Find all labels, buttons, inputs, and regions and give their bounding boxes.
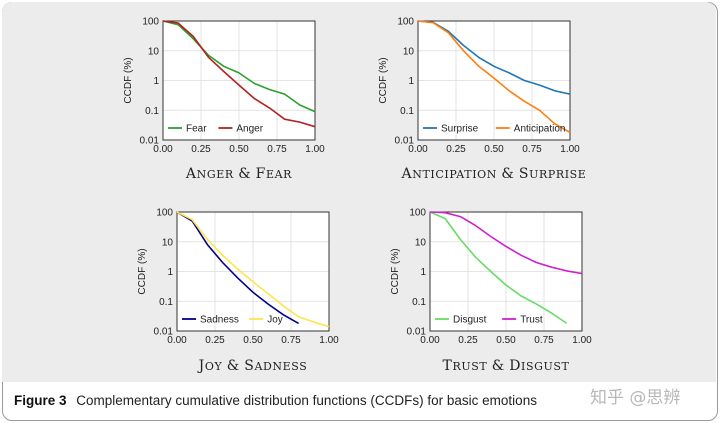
y-tick-label: 10 xyxy=(162,237,174,248)
legend-label-anger: Anger xyxy=(236,124,263,135)
x-tick-label: 0.00 xyxy=(167,335,187,346)
plot-frame xyxy=(429,211,583,332)
plot-frame xyxy=(162,20,316,141)
x-tick-label: 0.75 xyxy=(534,335,554,346)
x-tick-label: 0.75 xyxy=(281,335,301,346)
y-tick-label: 0.01 xyxy=(407,327,427,338)
series-line-anger xyxy=(162,20,316,128)
plot-frame xyxy=(417,20,571,141)
plot-frame xyxy=(176,211,330,332)
y-tick-label: 100 xyxy=(409,208,426,219)
legend-label-surprise: Surprise xyxy=(441,124,479,135)
figure-caption: Figure 3 Complementary cumulative distri… xyxy=(14,393,537,408)
legend-label-sadness: Sadness xyxy=(200,315,239,326)
y-tick-label: 1 xyxy=(408,76,414,87)
y-tick-label: 1 xyxy=(167,267,173,278)
x-tick-label: 0.75 xyxy=(267,144,287,155)
series-line-surprise xyxy=(417,20,571,95)
x-tick-label: 0.00 xyxy=(153,144,173,155)
y-tick-label: 100 xyxy=(397,17,414,28)
x-tick-label: 1.00 xyxy=(572,335,592,346)
y-tick-label: 0.01 xyxy=(140,136,160,147)
x-tick-label: 0.25 xyxy=(205,335,225,346)
y-axis-label: CCDF (%) xyxy=(123,57,134,103)
series-line-disgust xyxy=(429,211,568,325)
legend-label-disgust: Disgust xyxy=(453,315,487,326)
x-tick-label: 0.75 xyxy=(522,144,542,155)
x-tick-label: 0.50 xyxy=(229,144,249,155)
y-tick-label: 10 xyxy=(148,46,160,57)
subplot-title: ANTICIPATION & SURPRISE xyxy=(401,166,587,182)
y-tick-label: 0.1 xyxy=(412,297,426,308)
y-axis-label: CCDF (%) xyxy=(390,248,401,294)
legend-label-joy: Joy xyxy=(267,315,283,326)
watermark: 知乎 @思辨 xyxy=(590,388,681,408)
x-tick-label: 0.25 xyxy=(191,144,211,155)
subplot-title: TRUST & DISGUST xyxy=(443,358,570,374)
x-tick-label: 0.50 xyxy=(496,335,516,346)
subplot-title: JOY & SADNESS xyxy=(197,358,308,374)
legend-label-trust: Trust xyxy=(520,315,543,326)
x-tick-label: 1.00 xyxy=(305,144,325,155)
x-tick-label: 0.00 xyxy=(408,144,428,155)
x-tick-label: 0.00 xyxy=(420,335,440,346)
x-tick-label: 1.00 xyxy=(560,144,580,155)
y-tick-label: 10 xyxy=(415,237,427,248)
x-tick-label: 0.25 xyxy=(458,335,478,346)
legend-label-anticipation: Anticipation xyxy=(514,124,566,135)
y-tick-label: 0.1 xyxy=(400,106,414,117)
y-tick-label: 100 xyxy=(156,208,173,219)
series-line-sadness xyxy=(176,211,299,325)
y-tick-label: 0.1 xyxy=(145,106,159,117)
subplot-title: ANGER & FEAR xyxy=(185,166,292,182)
x-tick-label: 0.25 xyxy=(446,144,466,155)
series-line-anticipation xyxy=(417,20,571,134)
series-line-joy xyxy=(176,211,330,328)
x-tick-label: 0.50 xyxy=(484,144,504,155)
y-tick-label: 0.01 xyxy=(154,327,174,338)
y-tick-label: 100 xyxy=(142,17,159,28)
y-tick-label: 10 xyxy=(403,46,415,57)
legend-label-fear: Fear xyxy=(186,124,207,135)
series-line-fear xyxy=(162,20,316,113)
y-tick-label: 0.1 xyxy=(159,297,173,308)
series-line-trust xyxy=(429,211,583,275)
chart-panel xyxy=(2,2,716,382)
y-axis-label: CCDF (%) xyxy=(378,57,389,103)
figure-label: Figure 3 xyxy=(14,393,67,408)
y-tick-label: 1 xyxy=(420,267,426,278)
y-tick-label: 1 xyxy=(153,76,159,87)
figure-caption-text: Complementary cumulative distribution fu… xyxy=(76,393,537,408)
y-axis-label: CCDF (%) xyxy=(137,248,148,294)
y-tick-label: 0.01 xyxy=(395,136,415,147)
x-tick-label: 0.50 xyxy=(243,335,263,346)
x-tick-label: 1.00 xyxy=(319,335,339,346)
